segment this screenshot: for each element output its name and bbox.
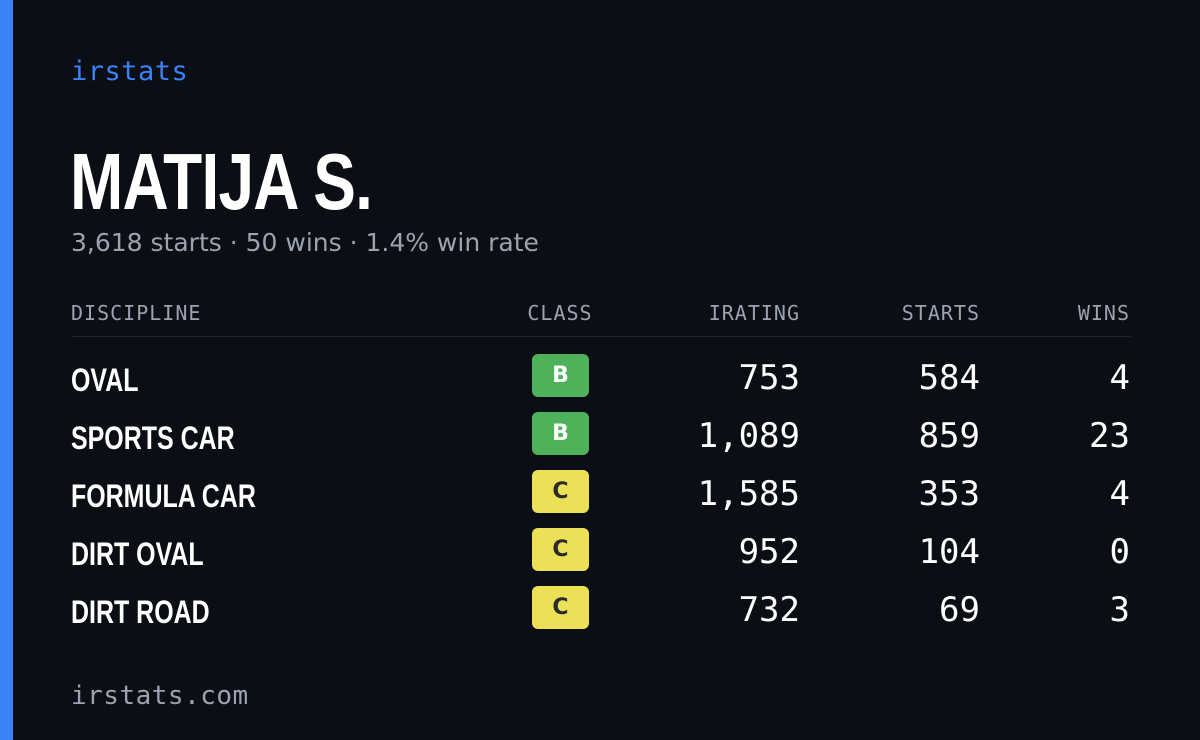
table-row: DIRT OVAL C 952 104 0 (0, 528, 1200, 586)
discipline-name: DIRT OVAL (71, 536, 204, 572)
irating-value: 1,089 (697, 416, 800, 456)
header-irating: IRATING (708, 301, 800, 325)
class-badge: B (532, 354, 589, 397)
class-badge: C (532, 470, 589, 513)
wins-value: 23 (1089, 416, 1130, 456)
discipline-name: SPORTS CAR (71, 420, 235, 456)
wins-value: 4 (1109, 474, 1130, 514)
discipline-name: OVAL (71, 362, 139, 398)
footer-url: irstats.com (71, 681, 249, 711)
wins-value: 3 (1109, 590, 1130, 630)
header-starts: STARTS (901, 301, 980, 325)
driver-summary: 3,618 starts · 50 wins · 1.4% win rate (71, 228, 539, 257)
wins-value: 4 (1109, 358, 1130, 398)
class-badge: C (532, 528, 589, 571)
header-discipline: DISCIPLINE (71, 301, 202, 325)
class-badge: C (532, 586, 589, 629)
starts-value: 859 (918, 416, 980, 456)
table-row: FORMULA CAR C 1,585 353 4 (0, 470, 1200, 528)
starts-value: 104 (918, 532, 980, 572)
discipline-name: DIRT ROAD (71, 594, 210, 630)
header-divider (71, 336, 1131, 337)
header-wins: WINS (1077, 301, 1130, 325)
header-class: CLASS (527, 301, 593, 325)
irating-value: 753 (738, 358, 800, 398)
driver-name: MATIJA S. (70, 137, 373, 226)
brand-logo: irstats (71, 56, 189, 87)
starts-value: 584 (918, 358, 980, 398)
irating-value: 732 (738, 590, 800, 630)
starts-value: 353 (918, 474, 980, 514)
table-row: OVAL B 753 584 4 (0, 354, 1200, 412)
wins-value: 0 (1109, 532, 1130, 572)
class-badge: B (532, 412, 589, 455)
accent-bar (0, 0, 13, 740)
table-row: SPORTS CAR B 1,089 859 23 (0, 412, 1200, 470)
discipline-name: FORMULA CAR (71, 478, 256, 514)
table-row: DIRT ROAD C 732 69 3 (0, 586, 1200, 644)
starts-value: 69 (939, 590, 980, 630)
irating-value: 952 (738, 532, 800, 572)
irating-value: 1,585 (697, 474, 800, 514)
